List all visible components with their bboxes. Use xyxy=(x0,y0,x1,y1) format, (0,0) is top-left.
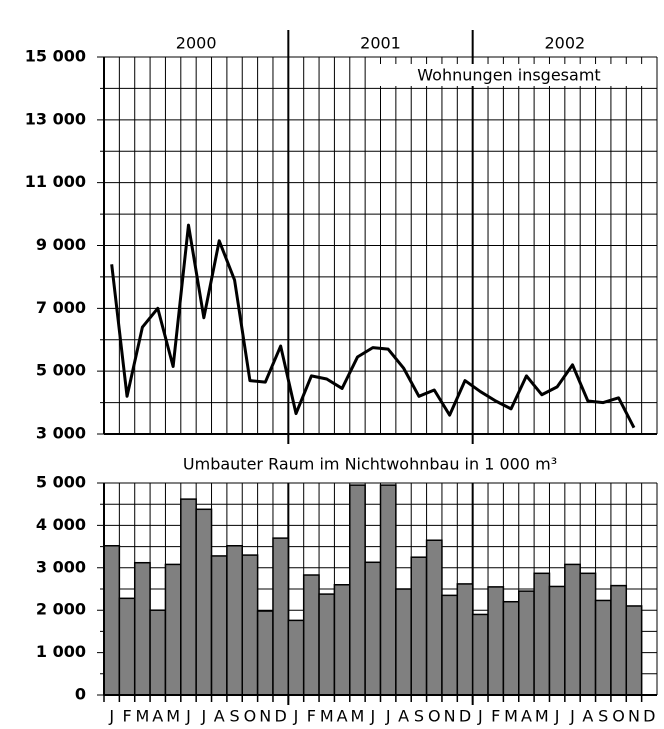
panel-title: Umbauter Raum im Nichtwohnbau in 1 000 m… xyxy=(183,455,557,474)
bar xyxy=(133,561,151,696)
x-tick-label: D xyxy=(274,707,286,726)
bar xyxy=(195,508,213,696)
bar xyxy=(502,600,520,696)
bar xyxy=(226,545,243,696)
x-tick-label: J xyxy=(554,707,560,726)
bar xyxy=(180,498,197,696)
x-tick-label: A xyxy=(398,707,409,726)
bar xyxy=(349,484,366,696)
bar xyxy=(487,586,505,696)
x-tick-label: M xyxy=(504,707,518,726)
x-tick-label: N xyxy=(259,707,271,726)
y-tick-label: 9 000 xyxy=(36,235,86,254)
y-tick-label: 5 000 xyxy=(36,473,86,492)
bar xyxy=(579,572,597,696)
y-tick-label: 7 000 xyxy=(36,298,86,317)
x-tick-label: F xyxy=(491,707,500,726)
bar xyxy=(410,556,428,696)
y-tick-label: 1 000 xyxy=(36,642,86,661)
bar xyxy=(564,563,581,696)
bar xyxy=(471,613,489,696)
y-tick-label: 3 000 xyxy=(36,424,86,443)
x-tick-label: M xyxy=(166,707,180,726)
x-tick-label: A xyxy=(521,707,532,726)
y-tick-label: 5 000 xyxy=(36,361,86,380)
bar xyxy=(210,555,228,696)
bar xyxy=(395,588,412,696)
x-tick-label: O xyxy=(612,707,625,726)
y-tick-label: 0 xyxy=(75,685,86,704)
x-tick-label: O xyxy=(244,707,257,726)
y-tick-label: 2 000 xyxy=(36,600,86,619)
bar xyxy=(149,609,167,696)
x-tick-label: S xyxy=(598,707,608,726)
y-tick-label: 15 000 xyxy=(25,47,86,66)
annotation-bg xyxy=(366,64,652,86)
x-tick-label: F xyxy=(122,707,131,726)
bar xyxy=(318,593,336,696)
x-tick-label: D xyxy=(643,707,655,726)
x-tick-label: S xyxy=(414,707,424,726)
x-tick-label: J xyxy=(108,707,114,726)
x-tick-label: M xyxy=(351,707,365,726)
x-tick-label: S xyxy=(229,707,239,726)
y-tick-label: 13 000 xyxy=(25,109,86,128)
bar xyxy=(241,554,259,696)
y-tick-label: 4 000 xyxy=(36,515,86,534)
bar xyxy=(256,610,274,696)
x-tick-label: N xyxy=(628,707,640,726)
x-tick-label: A xyxy=(582,707,593,726)
x-tick-label: J xyxy=(293,707,299,726)
bar xyxy=(272,537,290,696)
x-tick-label: A xyxy=(214,707,225,726)
x-tick-label: M xyxy=(535,707,549,726)
bar xyxy=(548,585,566,696)
x-tick-label: D xyxy=(459,707,471,726)
bar xyxy=(518,590,535,696)
x-tick-label: A xyxy=(337,707,348,726)
bar xyxy=(610,584,628,696)
bar xyxy=(333,584,351,696)
y-tick-label: 11 000 xyxy=(25,172,86,191)
x-tick-label: M xyxy=(320,707,334,726)
year-label: 2001 xyxy=(360,34,401,53)
year-label: 2000 xyxy=(176,34,217,53)
x-tick-label: M xyxy=(135,707,149,726)
line xyxy=(110,223,636,429)
bar xyxy=(118,597,136,696)
bar xyxy=(302,574,320,696)
x-tick-label: A xyxy=(152,707,163,726)
x-tick-label: J xyxy=(185,707,191,726)
x-tick-label: O xyxy=(428,707,441,726)
bar xyxy=(456,583,474,696)
bar xyxy=(103,545,121,696)
x-tick-label: N xyxy=(444,707,456,726)
bar xyxy=(287,619,305,696)
bar xyxy=(425,539,443,696)
bar xyxy=(441,594,459,696)
bar xyxy=(364,561,382,696)
bar xyxy=(164,563,182,696)
annotation: Wohnungen insgesamt xyxy=(417,66,600,85)
x-tick-label: J xyxy=(369,707,375,726)
bar xyxy=(533,572,551,696)
x-tick-label: J xyxy=(569,707,575,726)
x-tick-label: J xyxy=(200,707,206,726)
bar xyxy=(379,484,397,696)
bar xyxy=(625,605,643,696)
title-bg xyxy=(140,455,600,477)
x-tick-label: J xyxy=(385,707,391,726)
x-tick-label: F xyxy=(307,707,316,726)
year-label: 2002 xyxy=(544,34,585,53)
y-tick-label: 3 000 xyxy=(36,557,86,576)
x-tick-label: J xyxy=(477,707,483,726)
bar xyxy=(594,599,612,696)
